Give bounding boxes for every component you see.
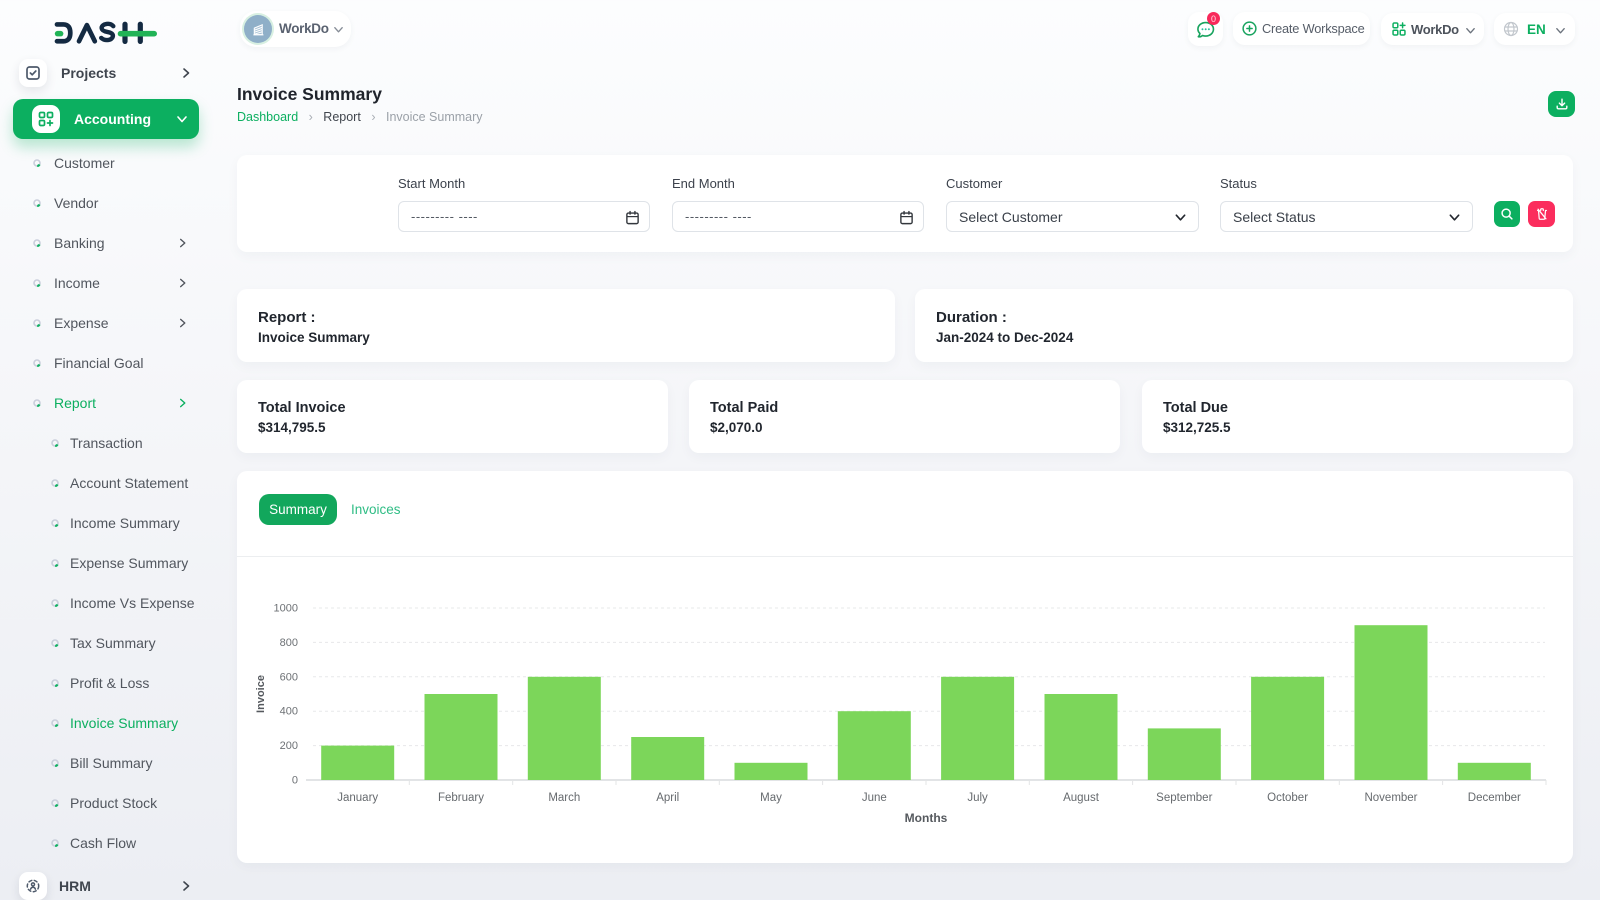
- svg-text:December: December: [1468, 792, 1521, 804]
- svg-text:March: March: [548, 792, 580, 804]
- svg-text:August: August: [1063, 792, 1100, 804]
- svg-text:November: November: [1364, 792, 1417, 804]
- svg-text:800: 800: [280, 637, 298, 649]
- svg-text:200: 200: [280, 740, 298, 752]
- svg-text:600: 600: [280, 671, 298, 683]
- svg-text:October: October: [1267, 792, 1308, 804]
- svg-text:April: April: [656, 792, 679, 804]
- svg-text:0: 0: [292, 775, 298, 787]
- svg-text:Months: Months: [905, 811, 948, 825]
- svg-text:June: June: [862, 792, 887, 804]
- svg-text:July: July: [967, 792, 988, 804]
- svg-text:May: May: [760, 792, 782, 804]
- svg-text:1000: 1000: [274, 603, 298, 615]
- svg-text:February: February: [438, 792, 484, 804]
- svg-text:January: January: [337, 792, 378, 804]
- svg-text:Invoice: Invoice: [255, 675, 267, 713]
- svg-text:September: September: [1156, 792, 1212, 804]
- svg-text:400: 400: [280, 706, 298, 718]
